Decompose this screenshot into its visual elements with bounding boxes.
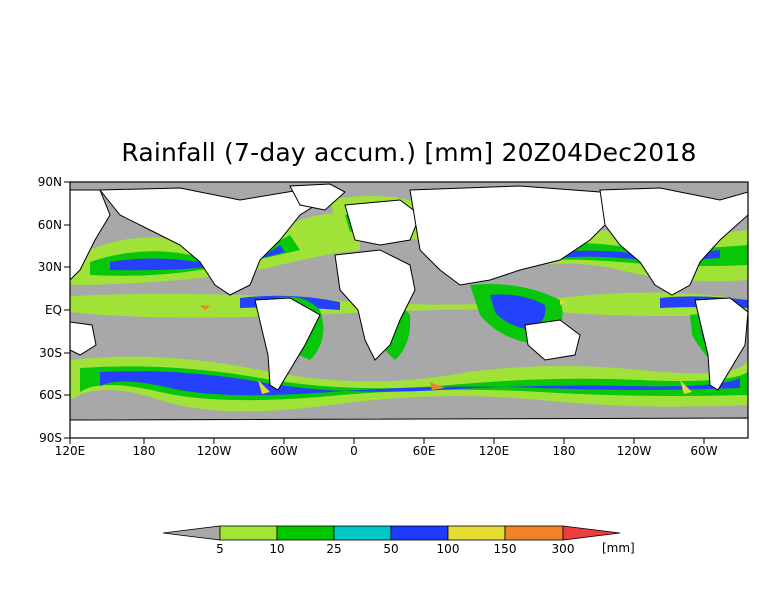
- lat-label: 60N: [37, 218, 62, 232]
- lon-label: 60W: [270, 444, 298, 458]
- colorbar-upper-triangle: [562, 525, 621, 541]
- lat-label: EQ: [44, 303, 62, 317]
- map-title: Rainfall (7-day accum.) [mm] 20Z04Dec201…: [121, 138, 697, 167]
- lon-label: 60E: [412, 444, 436, 458]
- lat-label: 90N: [37, 175, 62, 189]
- colorbar-unit-label: [mm]: [602, 541, 635, 555]
- colorbar-lower-triangle: [162, 525, 221, 541]
- colorbar-threshold-label: 50: [383, 542, 399, 556]
- lon-label: 0: [350, 444, 358, 458]
- colorbar-bin-2: [276, 525, 335, 541]
- lat-label: 90S: [39, 431, 62, 445]
- lon-label: 60W: [690, 444, 718, 458]
- colorbar-threshold-label: 10: [269, 542, 285, 556]
- lon-label: 180: [132, 444, 156, 458]
- continents: [70, 183, 748, 438]
- colorbar-bin-3: [333, 525, 392, 541]
- colorbar: [162, 525, 621, 541]
- colorbar-bin-4: [390, 525, 449, 541]
- lon-ticks: [69, 438, 705, 444]
- lon-label: 120W: [196, 444, 232, 458]
- lon-label: 120W: [616, 444, 652, 458]
- map-area: [70, 182, 748, 438]
- lon-label: 120E: [54, 444, 86, 458]
- colorbar-threshold-label: 300: [551, 542, 575, 556]
- lon-label: 180: [552, 444, 576, 458]
- colorbar-bin-5: [447, 525, 506, 541]
- colorbar-threshold-label: 150: [493, 542, 517, 556]
- lat-ticks: [64, 181, 70, 439]
- colorbar-bin-6: [504, 525, 564, 541]
- colorbar-bin-1: [219, 525, 278, 541]
- colorbar-threshold-label: 100: [436, 542, 460, 556]
- colorbar-threshold-label: 25: [326, 542, 342, 556]
- colorbar-threshold-label: 5: [216, 542, 224, 556]
- lat-label: 30N: [37, 260, 62, 274]
- lon-label: 120E: [478, 444, 510, 458]
- lat-label: 60S: [39, 388, 62, 402]
- lat-label: 30S: [39, 346, 62, 360]
